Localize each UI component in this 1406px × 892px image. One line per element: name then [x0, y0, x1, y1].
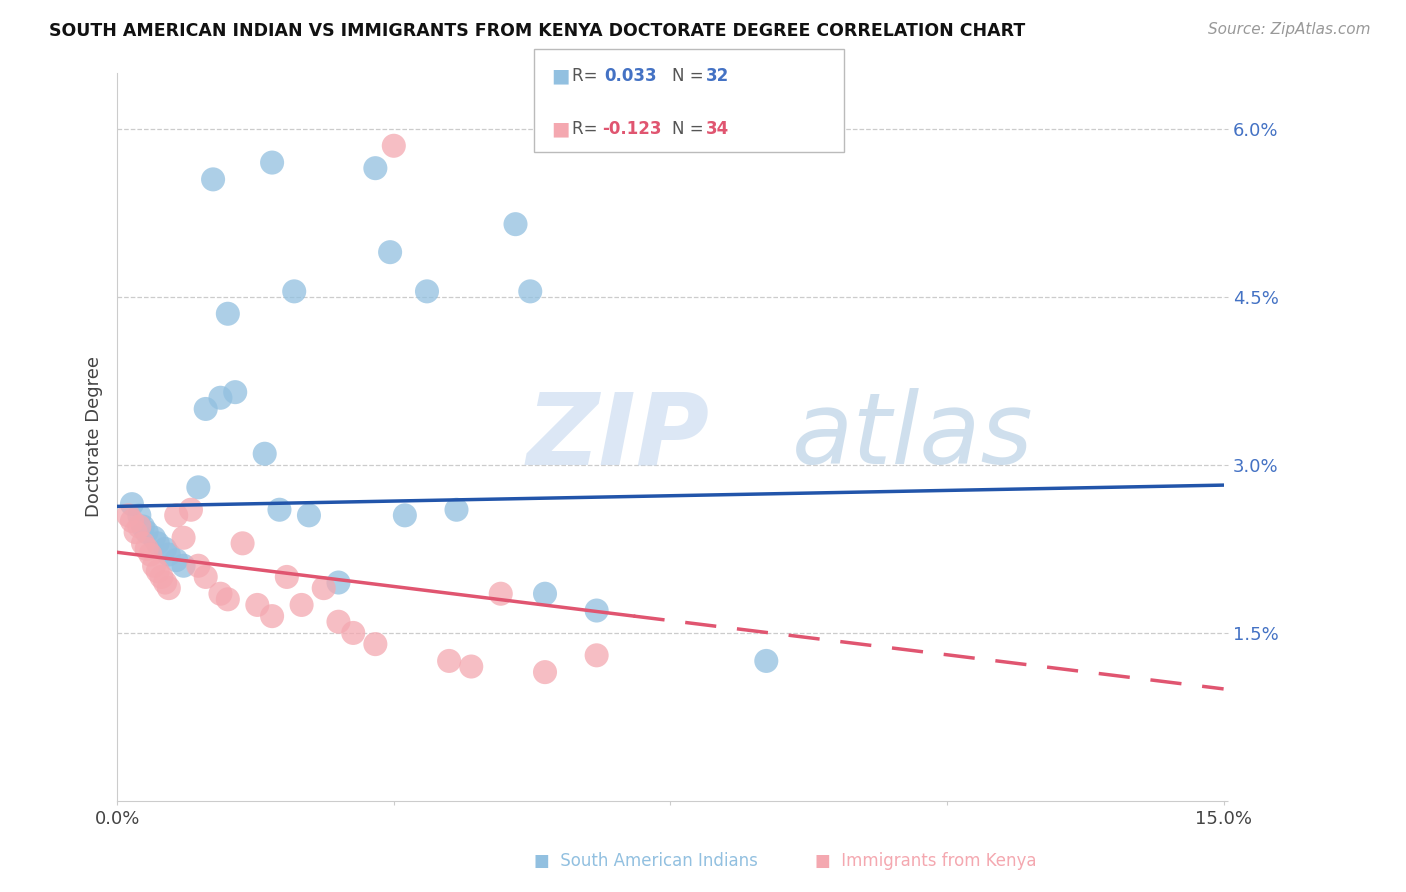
Point	[246, 598, 269, 612]
Point	[139, 548, 162, 562]
Point	[534, 665, 557, 680]
Point	[143, 558, 166, 573]
Point	[585, 648, 607, 663]
Point	[157, 548, 180, 562]
Point	[437, 654, 460, 668]
Text: N =: N =	[672, 67, 709, 85]
Point	[416, 285, 439, 299]
Point	[364, 637, 387, 651]
Text: N =: N =	[672, 120, 709, 138]
Point	[262, 609, 284, 624]
Point	[135, 541, 157, 556]
Text: atlas: atlas	[792, 388, 1033, 485]
Point	[446, 502, 468, 516]
Text: R=: R=	[572, 120, 603, 138]
Text: ■  South American Indians: ■ South American Indians	[534, 852, 758, 870]
Point	[173, 558, 195, 573]
Point	[217, 592, 239, 607]
Point	[128, 519, 150, 533]
Text: SOUTH AMERICAN INDIAN VS IMMIGRANTS FROM KENYA DOCTORATE DEGREE CORRELATION CHAR: SOUTH AMERICAN INDIAN VS IMMIGRANTS FROM…	[49, 22, 1025, 40]
Point	[262, 155, 284, 169]
Point	[132, 519, 155, 533]
Point	[283, 285, 305, 299]
Point	[128, 508, 150, 523]
Point	[378, 245, 401, 260]
Point	[124, 525, 146, 540]
Point	[135, 525, 157, 540]
Point	[298, 508, 321, 523]
Point	[328, 615, 350, 629]
Point	[153, 575, 176, 590]
Text: ■  Immigrants from Kenya: ■ Immigrants from Kenya	[815, 852, 1038, 870]
Text: 34: 34	[706, 120, 730, 138]
Point	[224, 385, 246, 400]
Point	[364, 161, 387, 176]
Text: 0.033: 0.033	[605, 67, 657, 85]
Text: ■: ■	[551, 66, 569, 86]
Point	[253, 447, 276, 461]
Point	[157, 581, 180, 595]
Point	[180, 502, 202, 516]
Point	[153, 541, 176, 556]
Point	[489, 587, 512, 601]
Point	[585, 603, 607, 617]
Point	[217, 307, 239, 321]
Point	[209, 391, 232, 405]
Point	[269, 502, 291, 516]
Point	[312, 581, 335, 595]
Point	[519, 285, 541, 299]
Point	[117, 508, 139, 523]
Point	[328, 575, 350, 590]
Y-axis label: Doctorate Degree: Doctorate Degree	[86, 357, 103, 517]
Text: R=: R=	[572, 67, 609, 85]
Point	[146, 565, 169, 579]
Point	[276, 570, 298, 584]
Point	[209, 587, 232, 601]
Point	[202, 172, 225, 186]
Point	[146, 536, 169, 550]
Point	[460, 659, 482, 673]
Point	[165, 553, 187, 567]
Point	[121, 497, 143, 511]
Point	[394, 508, 416, 523]
Text: Source: ZipAtlas.com: Source: ZipAtlas.com	[1208, 22, 1371, 37]
Point	[165, 508, 187, 523]
Point	[187, 480, 209, 494]
Point	[382, 138, 405, 153]
Point	[132, 536, 155, 550]
Point	[755, 654, 778, 668]
Text: ZIP: ZIP	[527, 388, 710, 485]
Point	[173, 531, 195, 545]
Point	[194, 570, 217, 584]
Point	[505, 217, 527, 231]
Point	[187, 558, 209, 573]
Point	[194, 401, 217, 416]
Text: 32: 32	[706, 67, 730, 85]
Text: ■: ■	[551, 120, 569, 139]
Text: -0.123: -0.123	[602, 120, 661, 138]
Point	[342, 626, 364, 640]
Point	[534, 587, 557, 601]
Point	[232, 536, 254, 550]
Point	[121, 514, 143, 528]
Point	[150, 570, 173, 584]
Point	[291, 598, 314, 612]
Point	[143, 531, 166, 545]
